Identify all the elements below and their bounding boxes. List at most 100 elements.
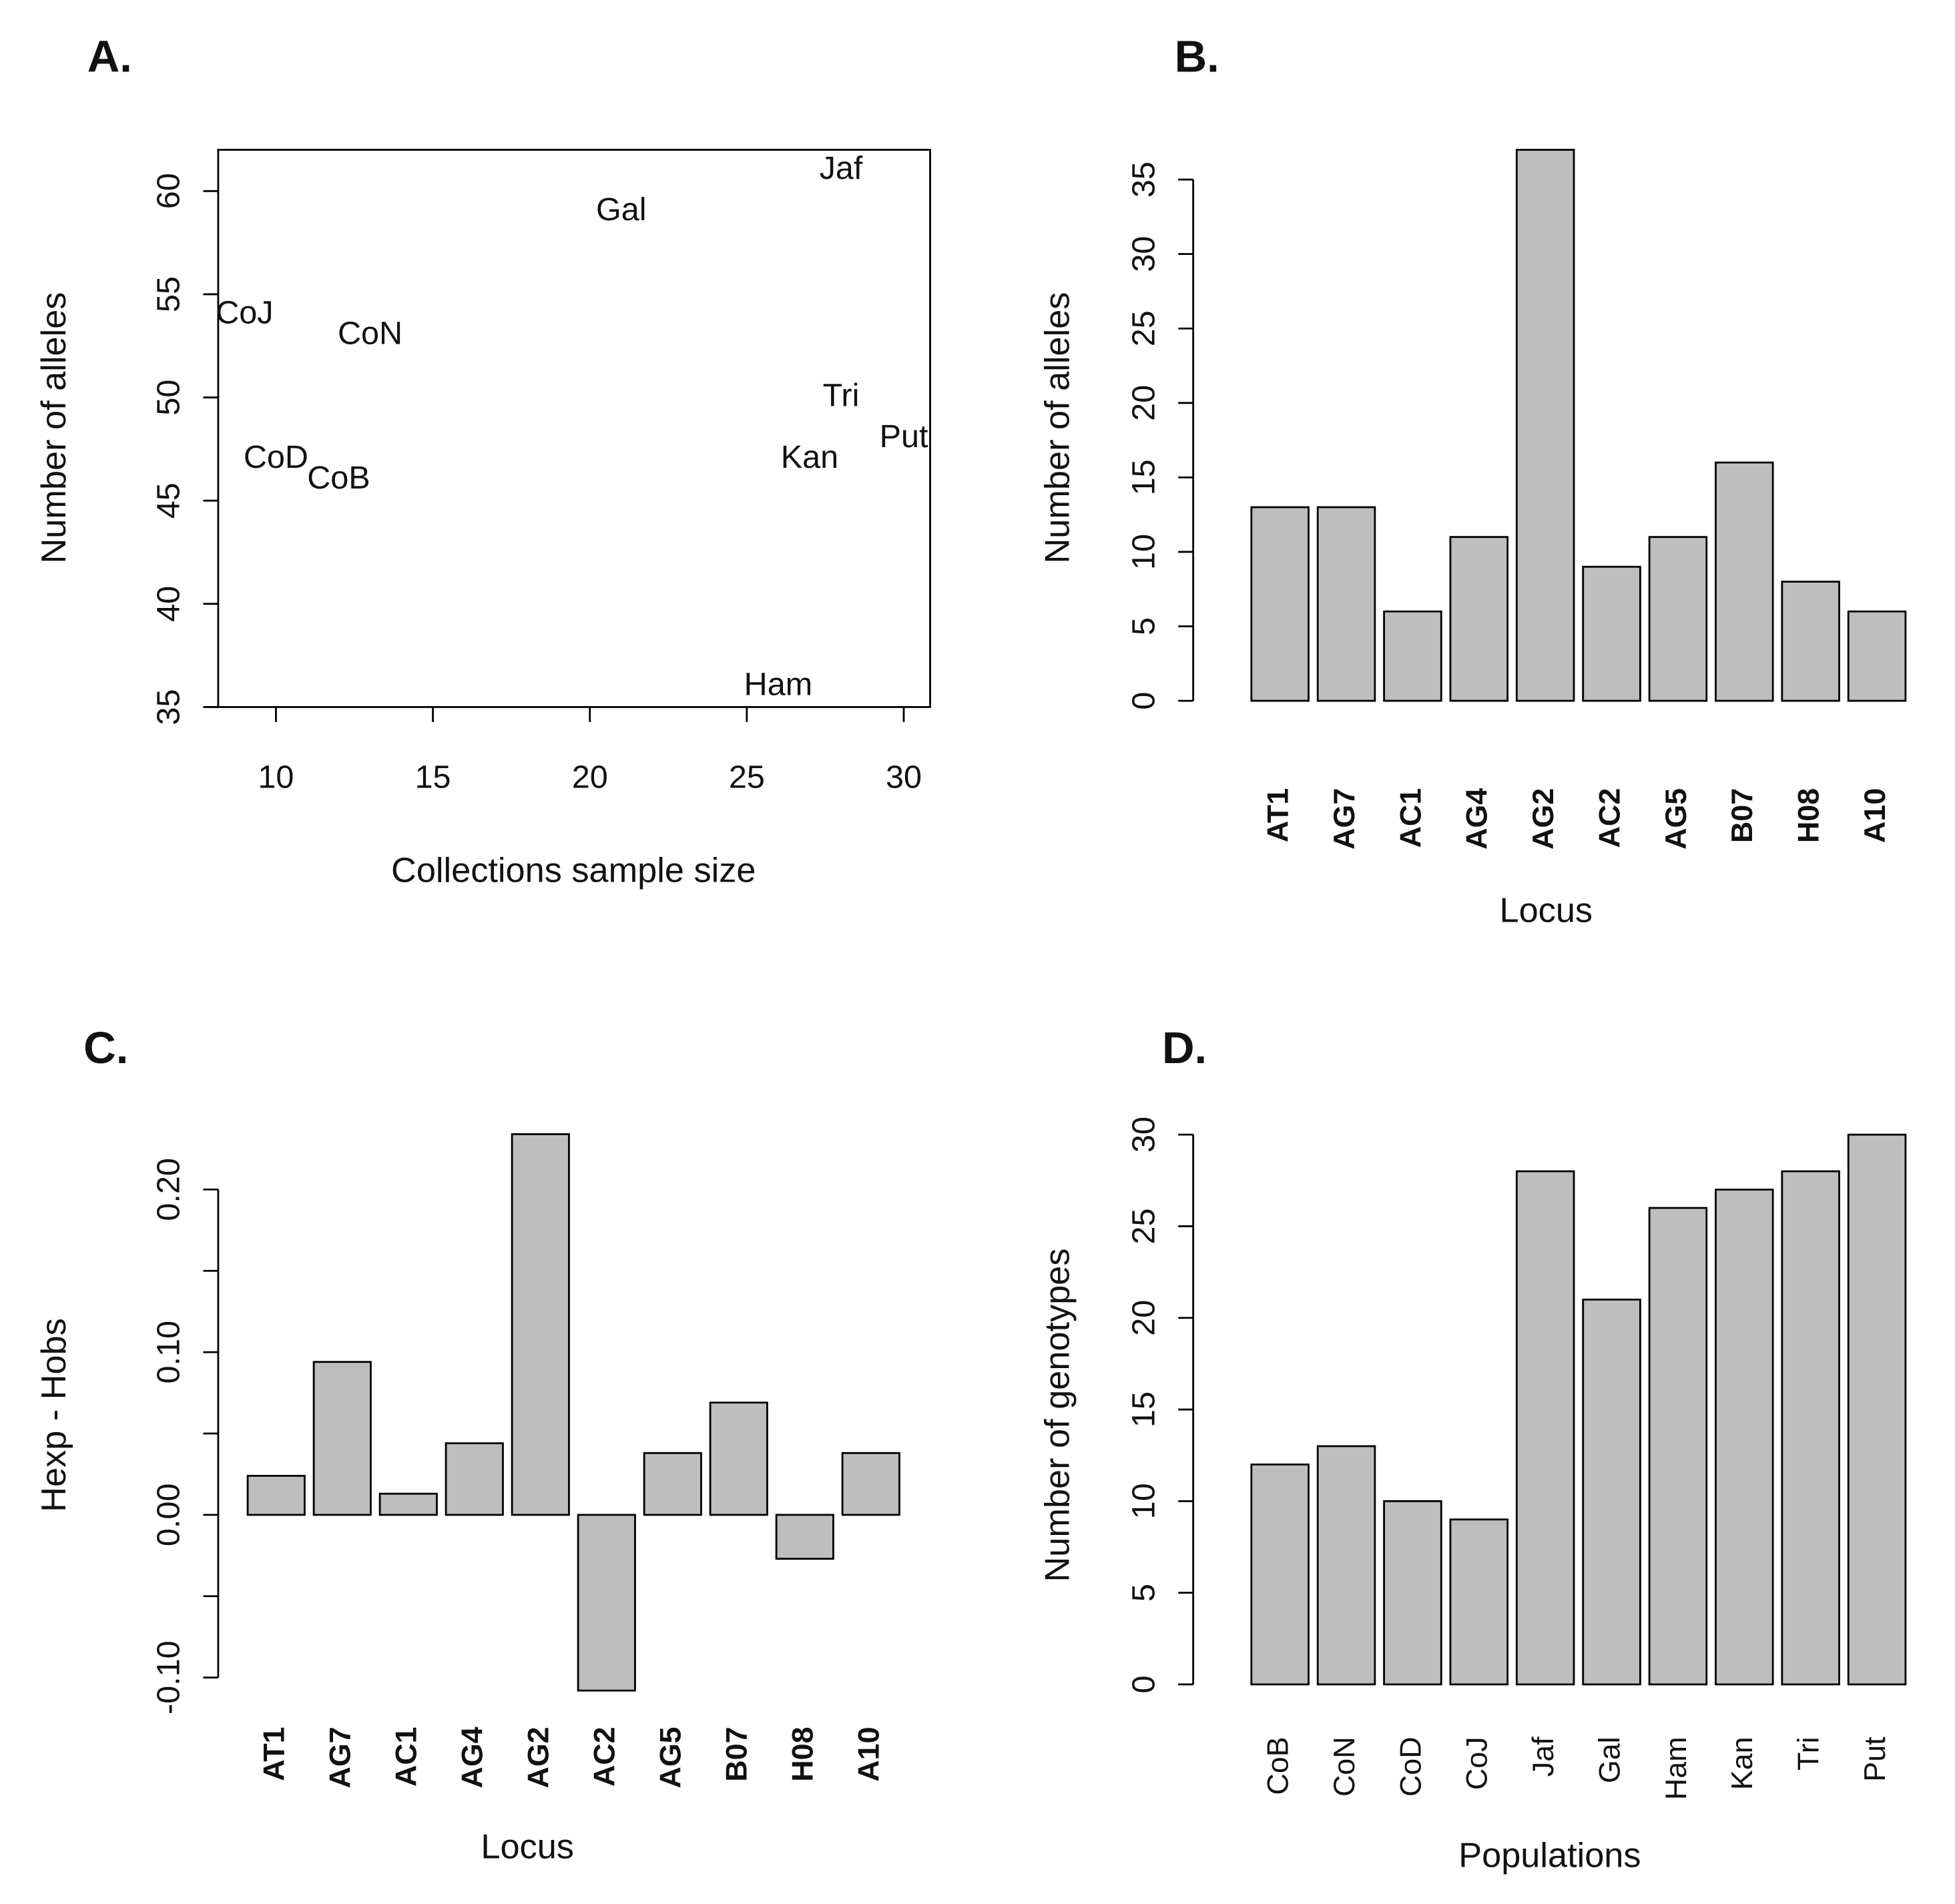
bar [841,1452,900,1516]
bar [1383,1500,1442,1686]
y-tick-label: 50 [151,380,187,416]
bar [577,1514,636,1692]
bar [246,1474,306,1516]
y-tick-label: 55 [151,276,187,312]
y-tick-label: 25 [1126,1208,1162,1244]
bar [1582,565,1641,702]
bar [1648,536,1708,702]
panel-title: B. [1175,32,1219,82]
y-axis-label: Hexp - Hobs [35,1318,73,1512]
bar [312,1361,372,1516]
y-axis-label: Number of genotypes [1039,1248,1077,1582]
x-tick-label: AC2 [1592,788,1626,848]
x-tick-label: Ham [1659,1736,1693,1800]
point-label: CoN [338,316,402,352]
y-tick-label: 10 [1126,534,1162,570]
y-tick-label: 0 [1126,1675,1162,1693]
x-axis-label: Collections sample size [391,852,756,890]
y-tick-label: 35 [1126,162,1162,198]
y-tick-label: 60 [151,173,187,209]
x-tick-label: Put [1858,1736,1892,1782]
x-tick-label: AT1 [1261,788,1295,842]
x-tick-label: AG4 [455,1726,489,1788]
x-tick-label: Kan [1725,1736,1759,1790]
x-tick-label: Tri [1791,1736,1826,1771]
point-label: CoJ [216,295,273,331]
x-axis-label: Populations [1458,1836,1641,1875]
bar [1250,1464,1310,1686]
panel-title: C. [83,1023,128,1073]
bar [511,1133,570,1516]
y-tick-label: 30 [1126,1117,1162,1153]
x-tick-label: B07 [1725,788,1759,843]
bar [1648,1207,1708,1686]
y-tick-label: 35 [151,689,187,725]
bar [1781,1170,1840,1686]
bar [709,1401,768,1516]
bar [643,1452,702,1516]
x-tick-label: AC1 [389,1726,423,1787]
y-tick-label: 0.10 [151,1321,187,1384]
y-tick-label: 5 [1126,617,1162,635]
point-label: CoD [244,439,308,475]
y-tick-label: 25 [1126,310,1162,346]
x-axis-label: Locus [1500,891,1593,930]
bar [1847,610,1907,702]
x-tick-label: AC2 [587,1726,621,1787]
x-tick-label: AG4 [1460,788,1494,850]
x-tick-label: AG7 [1327,788,1361,850]
bar [1449,1518,1509,1686]
bar [1715,461,1774,702]
y-tick-label: 0.00 [151,1484,187,1547]
x-tick-label: AG5 [1659,788,1693,850]
x-axis-label: Locus [481,1827,574,1866]
x-tick-label: 20 [572,759,608,796]
bar [1781,581,1840,702]
bar [1515,149,1575,702]
x-tick-label: AG2 [521,1726,555,1788]
bar [1316,1445,1376,1686]
point-label: Tri [823,377,860,413]
y-tick-label: 0.20 [151,1158,187,1221]
y-tick-label: 0 [1126,692,1162,710]
bar [1515,1170,1575,1686]
x-tick-label: B07 [720,1726,754,1781]
y-axis-label: Number of alleles [35,292,73,564]
bar [1383,610,1442,702]
bar [1449,536,1509,702]
x-tick-label: 10 [258,759,294,796]
x-tick-label: AG7 [323,1726,357,1788]
x-tick-label: CoJ [1460,1736,1494,1790]
panel-title: D. [1162,1023,1207,1073]
bar [775,1514,834,1560]
y-tick-label: -0.10 [151,1640,187,1714]
point-label: Kan [781,439,838,475]
y-tick-label: 5 [1126,1584,1162,1602]
x-tick-label: H08 [1791,788,1826,843]
x-tick-label: AT1 [257,1726,291,1781]
x-tick-label: AG2 [1526,788,1560,850]
x-tick-label: 15 [415,759,451,796]
bar [1316,506,1376,702]
y-tick-label: 20 [1126,1300,1162,1336]
y-axis-label: Number of alleles [1039,292,1077,564]
x-tick-label: 25 [729,759,765,796]
x-tick-label: AG5 [653,1726,687,1788]
panel-title: A. [87,32,132,82]
y-tick-label: 15 [1126,459,1162,495]
bar [378,1492,438,1516]
x-tick-label: Jaf [1526,1736,1560,1777]
point-label: Jaf [820,150,863,186]
x-tick-label: AC1 [1393,788,1427,848]
y-tick-label: 30 [1126,236,1162,272]
point-label: Gal [596,192,647,228]
bar [1250,506,1310,702]
plot-frame [217,149,931,708]
x-tick-label: H08 [786,1726,820,1781]
y-tick-label: 45 [151,483,187,519]
x-tick-label: CoD [1393,1736,1427,1797]
y-tick-label: 15 [1126,1391,1162,1427]
point-label: Put [880,418,928,454]
